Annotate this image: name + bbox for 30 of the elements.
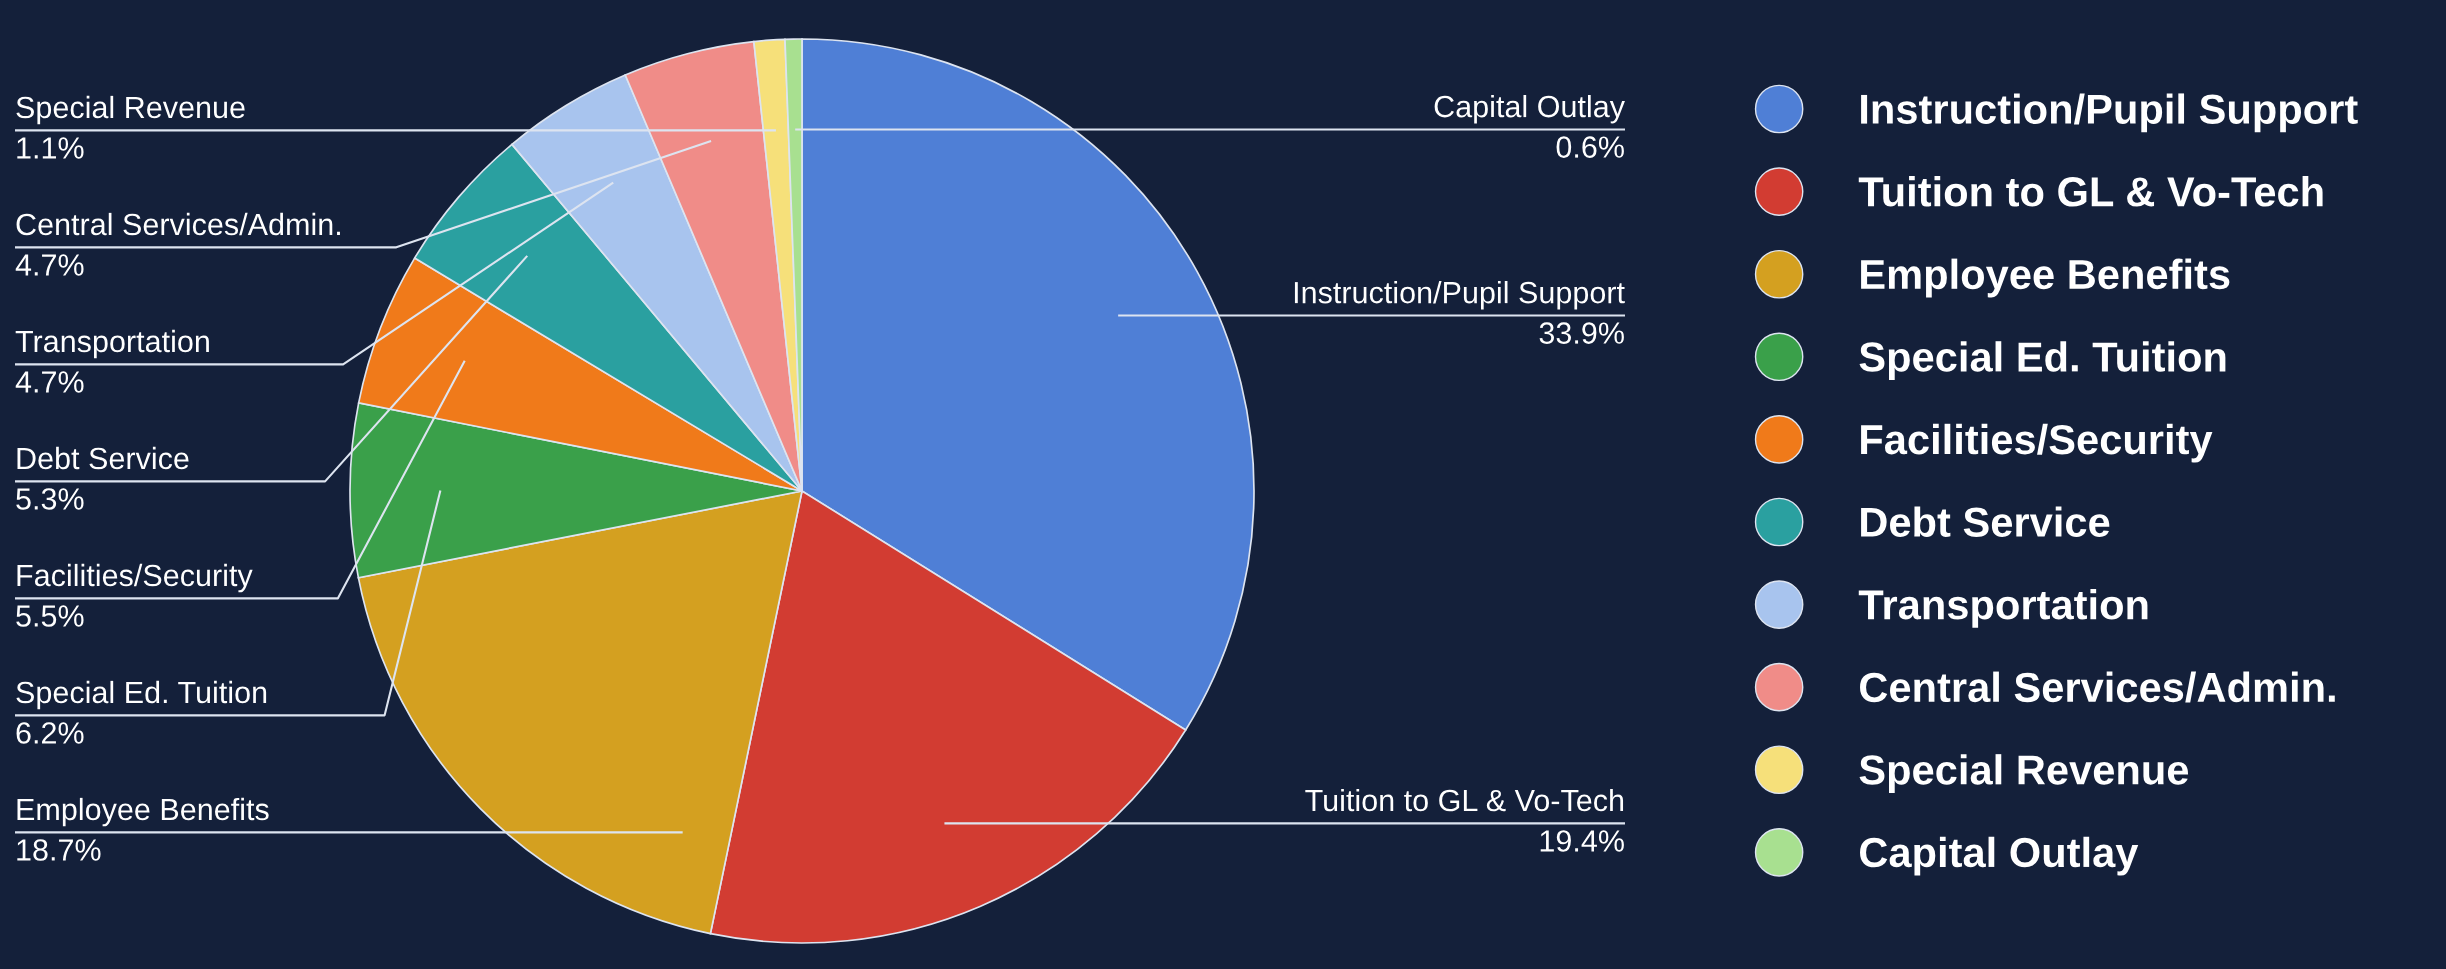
- data-label: 5.3%: [16, 488, 84, 510]
- data-label: 33.9%: [1539, 322, 1624, 344]
- data-label: 6.2%: [16, 722, 84, 744]
- data-label: 18.7%: [17, 839, 101, 861]
- slice-label: Facilities/Security: [17, 563, 253, 593]
- data-label: 4.7%: [15, 254, 84, 276]
- data-label: 19.4%: [1540, 830, 1624, 852]
- slice-label: Special Ed. Tuition: [16, 680, 267, 710]
- slice-label: Debt Service: [17, 446, 189, 470]
- slice-label: Special Revenue: [16, 95, 245, 125]
- slice-label: Capital Outlay: [1434, 94, 1625, 124]
- legend-label: Transportation: [1858, 588, 2148, 628]
- data-label: 0.6%: [1556, 136, 1624, 158]
- slice-label: Tuition to GL & Vo-Tech: [1305, 788, 1624, 812]
- legend-label: Debt Service: [1861, 506, 2110, 537]
- legend-label: Tuition to GL & Vo-Tech: [1858, 176, 2323, 207]
- slice-label: Employee Benefits: [17, 797, 269, 827]
- legend-label: Special Revenue: [1859, 754, 2189, 793]
- data-label: 1.1%: [17, 137, 84, 159]
- legend-label: Central Services/Admin.: [1860, 671, 2335, 703]
- legend-label: Instruction/Pupil Support: [1861, 93, 2358, 133]
- slice-label: Transportation: [15, 329, 209, 359]
- legend-label: Special Ed. Tuition: [1859, 341, 2226, 381]
- legend-label: Facilities/Security: [1861, 423, 2213, 463]
- slice-label: Central Services/Admin.: [16, 212, 340, 236]
- data-label: 4.7%: [15, 371, 84, 393]
- data-label: 5.5%: [16, 605, 84, 627]
- slice-label: Instruction/Pupil Support: [1294, 280, 1625, 310]
- legend-label: Employee Benefits: [1861, 258, 2230, 298]
- legend-label: Capital Outlay: [1860, 836, 2139, 876]
